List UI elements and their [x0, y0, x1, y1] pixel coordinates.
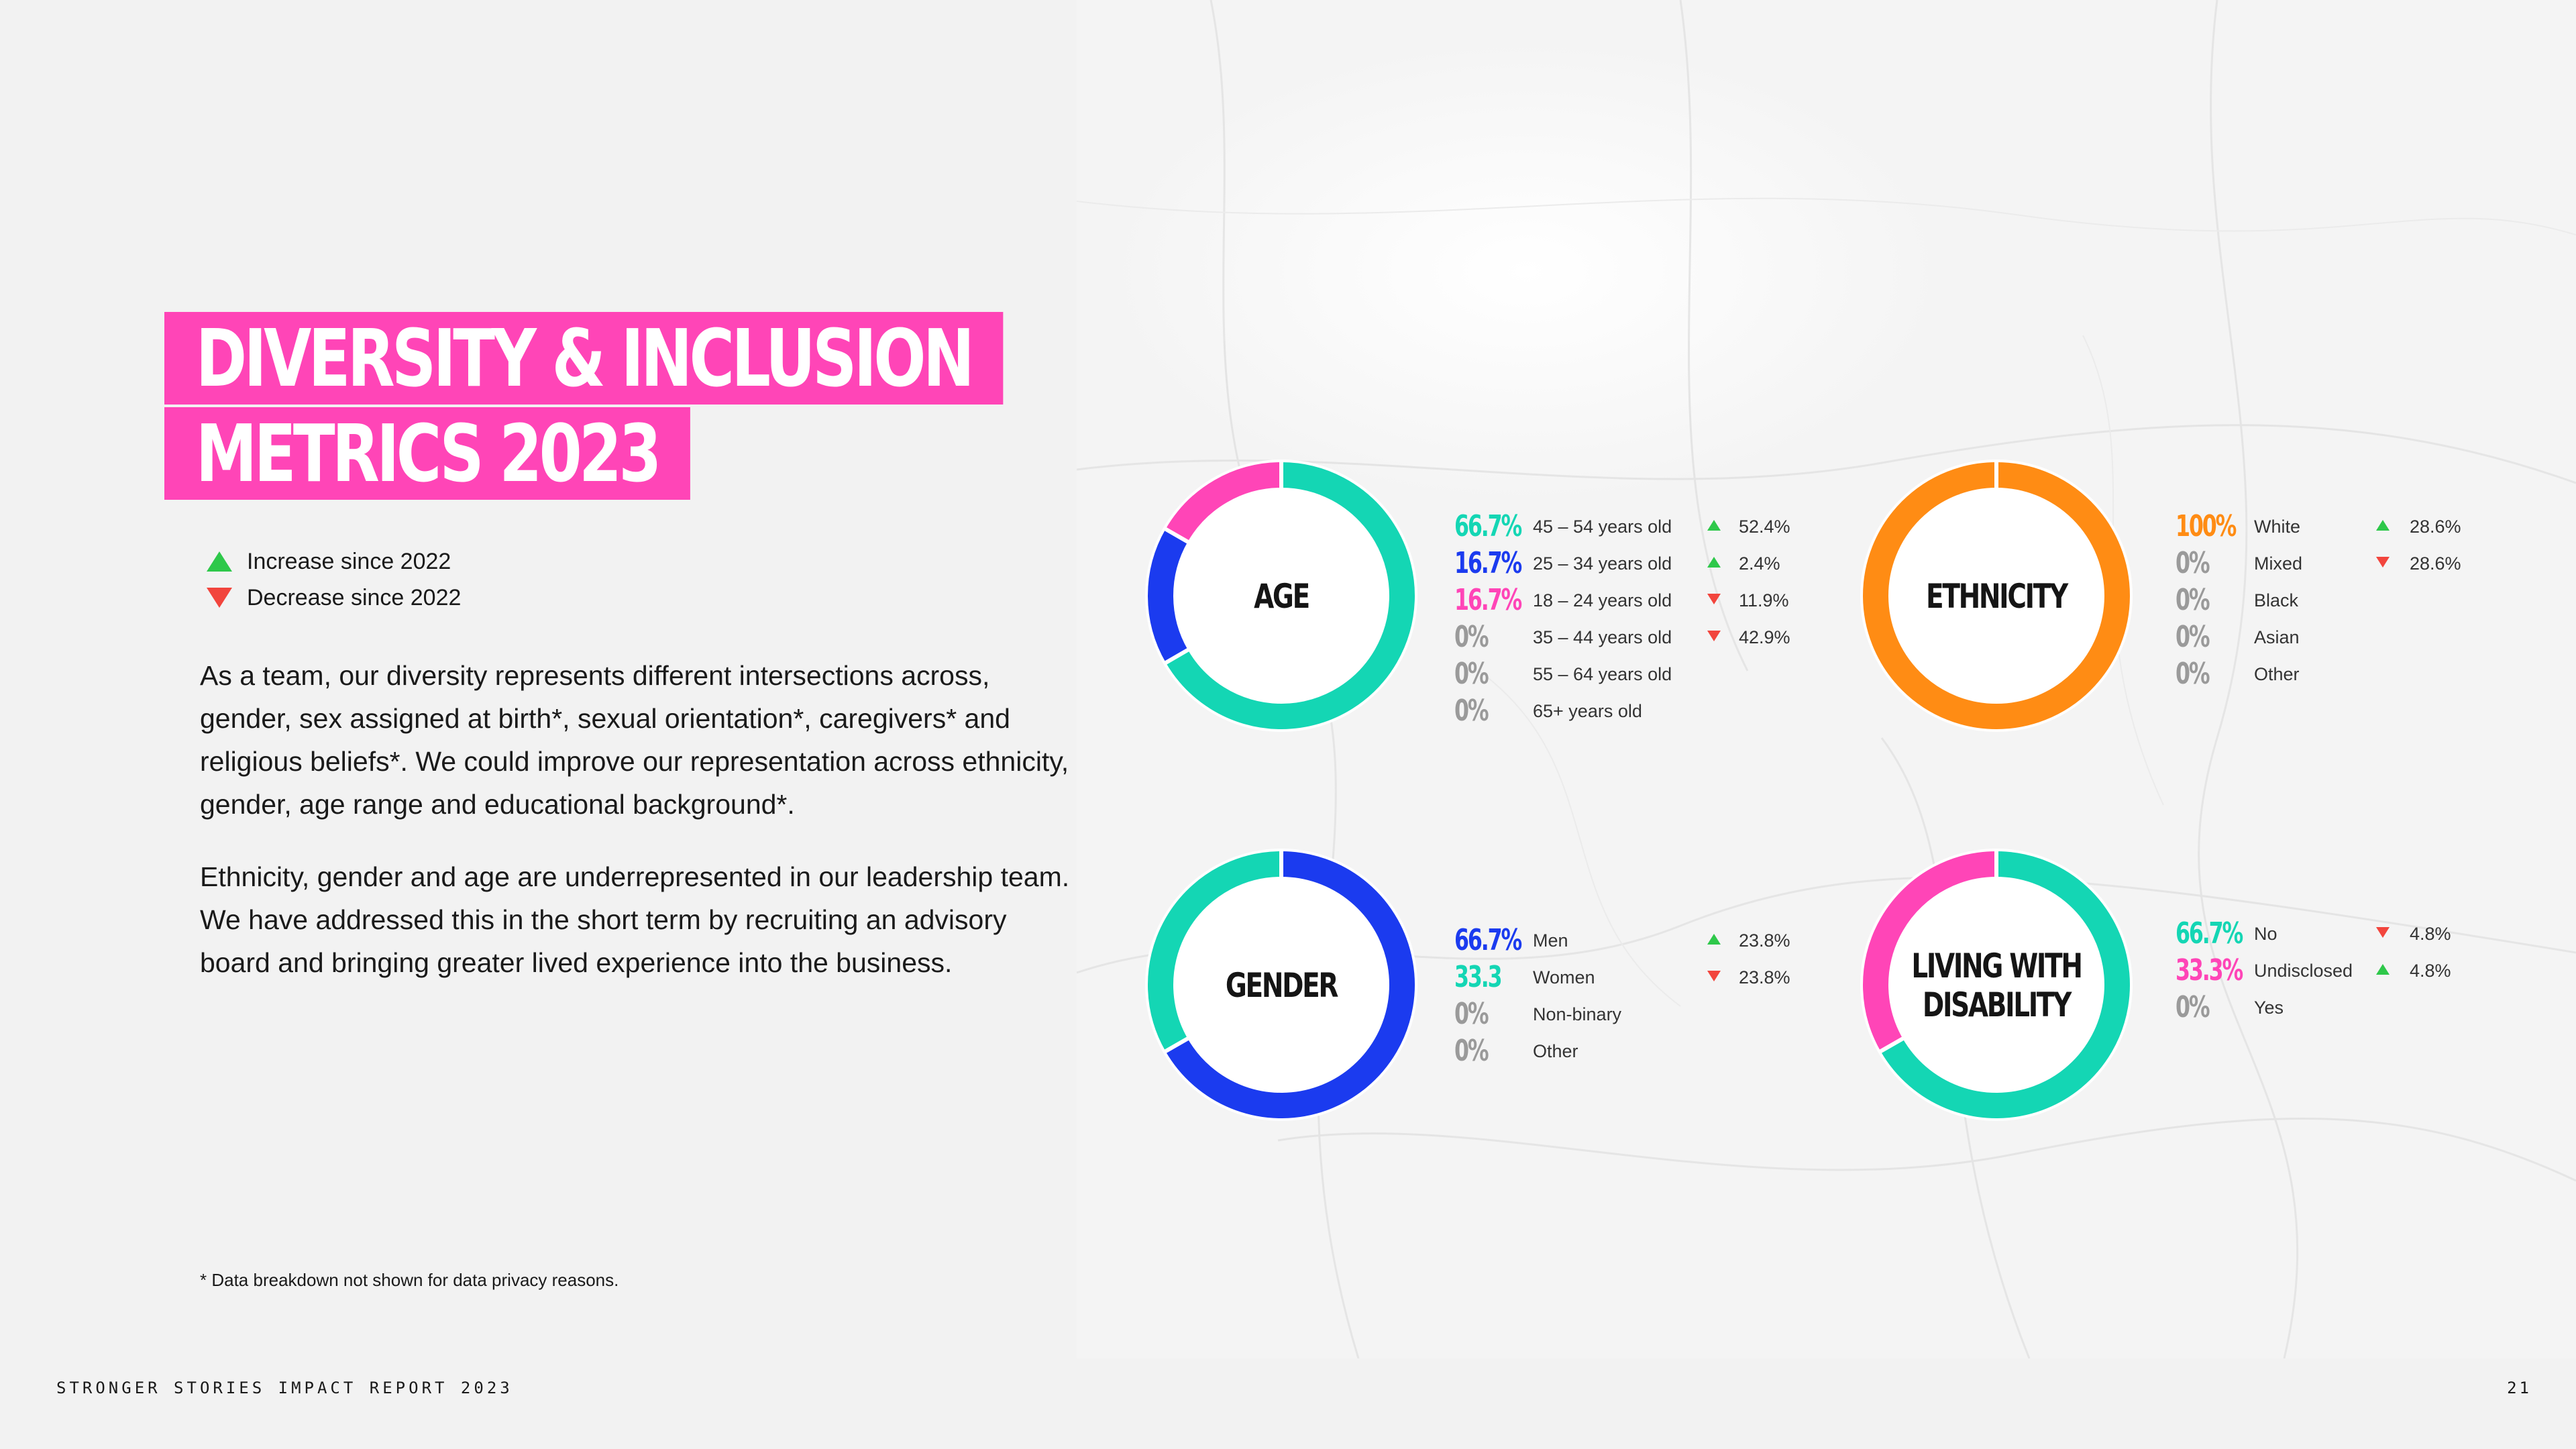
triangle-down-icon [1707, 971, 1721, 981]
slice-value: 0% [2176, 657, 2210, 692]
slice-value: 0% [1454, 620, 1489, 655]
slice-label: Other [2254, 664, 2300, 684]
donut-chart-3: GENDER 66.7% Men 23.8% 33.3 Women 23.8% 0% Non-b… [1145, 849, 1790, 1121]
slice-change: 52.4% [1739, 517, 1790, 537]
slice-change: 23.8% [1739, 930, 1790, 951]
triangle-up-icon [1707, 934, 1721, 945]
slice-value: 0% [1454, 657, 1489, 692]
slice-change: 4.8% [2410, 961, 2451, 981]
slice-label: 45 – 54 years old [1533, 517, 1672, 537]
slice-change: 2.4% [1739, 553, 1780, 574]
triangle-up-icon [2376, 520, 2390, 531]
slice-value: 0% [2176, 620, 2210, 655]
slice-value: 0% [2176, 546, 2210, 581]
slice-value: 16.7% [1454, 546, 1522, 581]
triangle-down-icon [2376, 557, 2390, 568]
slice-value: 33.3 [1454, 960, 1501, 995]
slice-value: 66.7% [1454, 509, 1522, 544]
slice-value: 66.7% [1454, 923, 1522, 958]
slice-label: Asian [2254, 627, 2300, 647]
slice-change: 42.9% [1739, 627, 1790, 647]
slice-label: White [2254, 517, 2300, 537]
triangle-down-icon [1707, 631, 1721, 641]
triangle-down-icon [1707, 594, 1721, 604]
triangle-down-icon [2376, 927, 2390, 938]
donut-chart-1: AGE 66.7% 45 – 54 years old 52.4% 16.7% 25 – … [1145, 460, 1790, 732]
slice-value: 33.3% [2176, 953, 2243, 988]
slice-change: 23.8% [1739, 967, 1790, 987]
slice-label: Black [2254, 590, 2299, 610]
slice-value: 0% [2176, 990, 2210, 1025]
slice-change: 28.6% [2410, 553, 2461, 574]
slice-value: 66.7% [2176, 916, 2243, 951]
donut-center-label: LIVING WITH [1911, 946, 2081, 985]
slice-change: 11.9% [1739, 590, 1789, 610]
donut-chart-2: ETHNICITY 100% White 28.6% 0% Mixed 28.6% 0% Bla… [1860, 460, 2461, 732]
slice-label: Women [1533, 967, 1595, 987]
slice-label: 35 – 44 years old [1533, 627, 1672, 647]
donut-center-label: ETHNICITY [1926, 576, 2069, 616]
slice-label: Non-binary [1533, 1004, 1622, 1024]
slice-value: 100% [2176, 509, 2237, 544]
slice-change: 28.6% [2410, 517, 2461, 537]
donut-center-label: AGE [1254, 576, 1309, 616]
slice-label: Undisclosed [2254, 961, 2353, 981]
slice-value: 0% [1454, 694, 1489, 729]
slice-value: 0% [1454, 997, 1489, 1032]
slice-label: Men [1533, 930, 1568, 951]
triangle-up-icon [2376, 964, 2390, 975]
slice-label: Mixed [2254, 553, 2302, 574]
slice-value: 0% [2176, 583, 2210, 618]
slice-label: 18 – 24 years old [1533, 590, 1672, 610]
slice-label: 25 – 34 years old [1533, 553, 1672, 574]
slice-label: Other [1533, 1041, 1578, 1061]
slice-label: No [2254, 924, 2277, 944]
slice-label: Yes [2254, 998, 2284, 1018]
slice-label: 55 – 64 years old [1533, 664, 1672, 684]
donut-center-label: GENDER [1226, 965, 1338, 1005]
slice-label: 65+ years old [1533, 701, 1642, 721]
triangle-up-icon [1707, 520, 1721, 531]
slice-value: 16.7% [1454, 583, 1522, 618]
slice-change: 4.8% [2410, 924, 2451, 944]
slice-value: 0% [1454, 1034, 1489, 1069]
triangle-up-icon [1707, 557, 1721, 568]
donut-center-label: DISABILITY [1923, 985, 2072, 1024]
